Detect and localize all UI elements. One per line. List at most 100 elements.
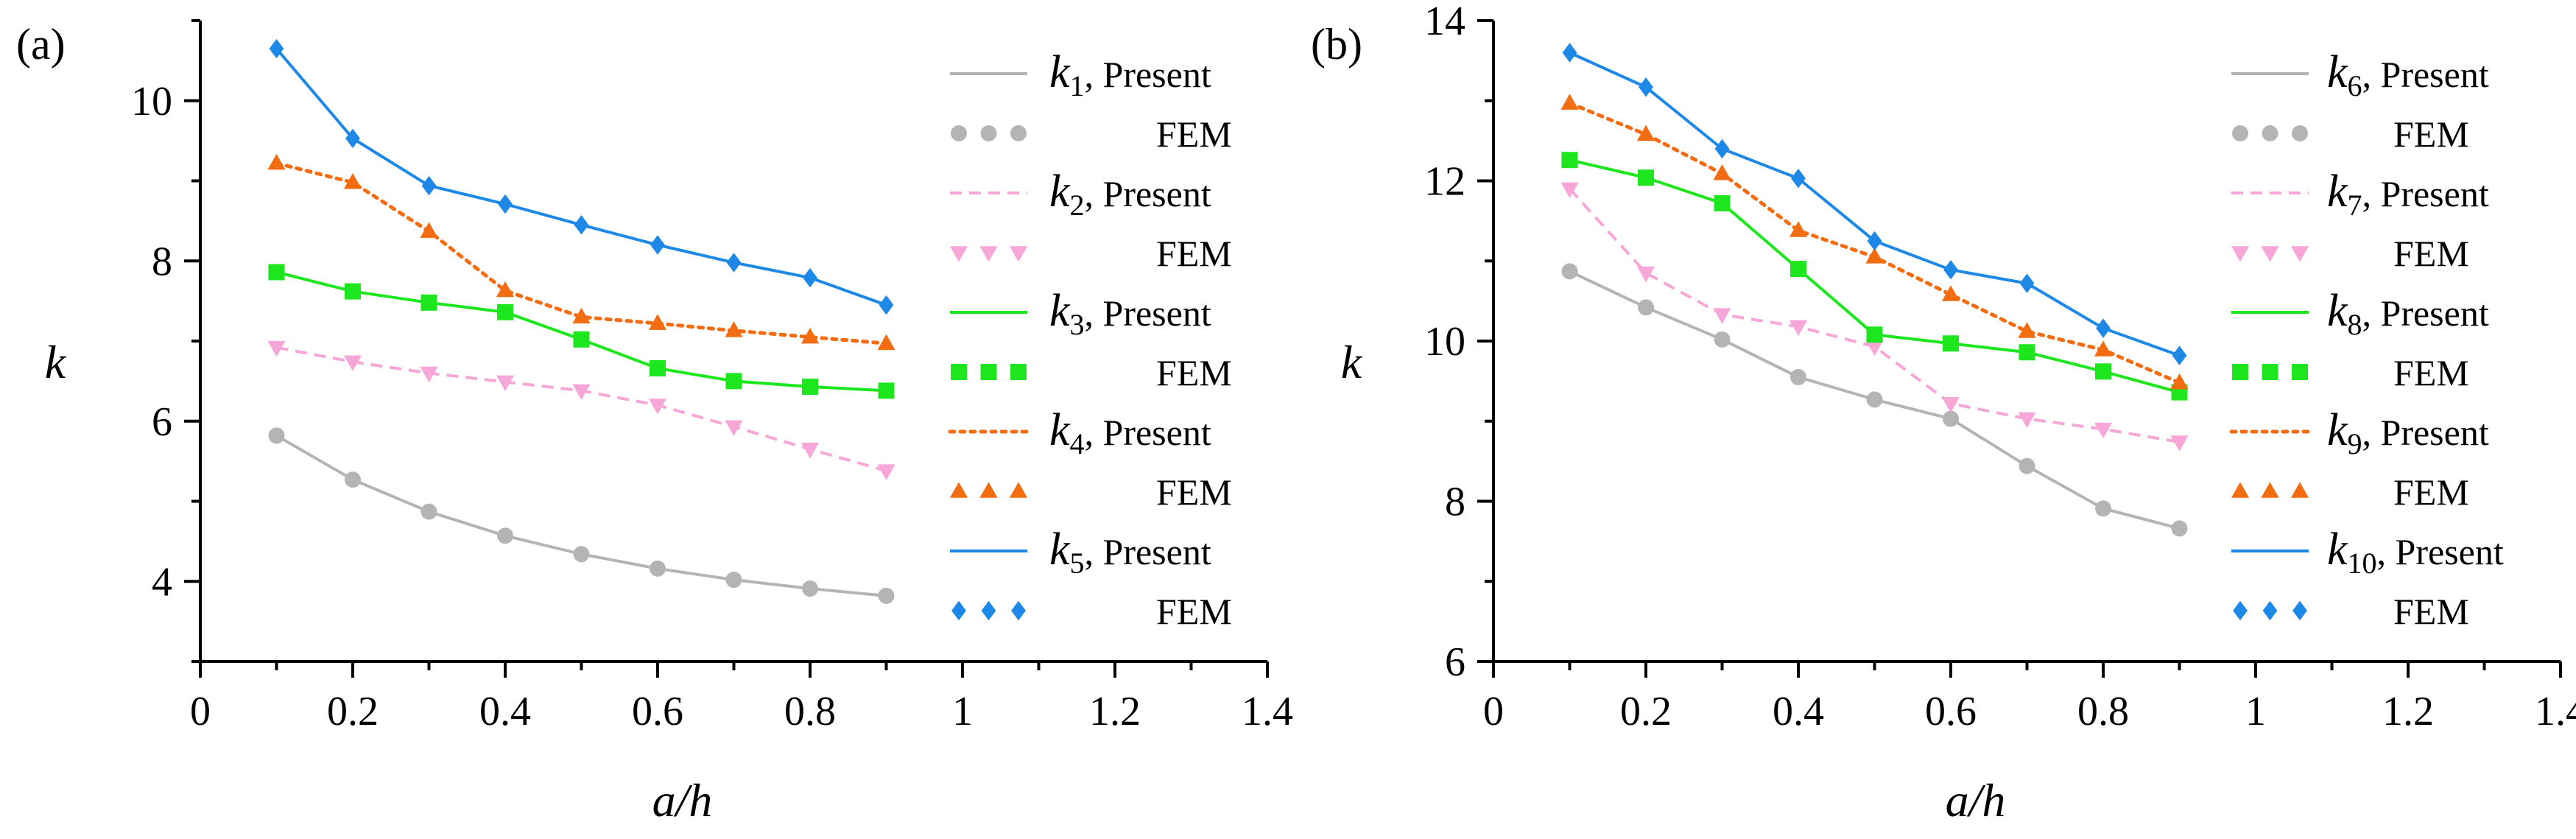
legend-marker-k5 (1011, 600, 1026, 621)
data-point-k7 (1636, 266, 1655, 283)
data-point-k2 (648, 399, 667, 415)
data-point-k3 (878, 382, 895, 399)
data-point-k10 (1791, 169, 1806, 189)
data-point-k9 (2094, 340, 2113, 357)
data-point-k3 (802, 378, 818, 395)
series-line-k10 (1569, 51, 2181, 357)
data-point-k6 (2019, 457, 2035, 474)
data-point-k4 (267, 153, 286, 170)
legend-fem-label-k9: FEM (2393, 471, 2469, 513)
data-point-k2 (496, 375, 515, 392)
data-point-k10 (2172, 345, 2187, 365)
data-point-k6 (1714, 331, 1731, 348)
data-point-k8 (1638, 169, 1654, 186)
series-line-k1 (275, 434, 887, 597)
data-point-k1 (497, 527, 513, 544)
data-point-k2 (725, 420, 743, 437)
data-point-k3 (573, 331, 590, 348)
data-point-k7 (1560, 182, 1579, 199)
data-point-k5 (650, 235, 665, 255)
data-point-k5 (879, 295, 894, 315)
legend-marker-k7 (2290, 246, 2309, 262)
legend-fem-label-k7: FEM (2393, 233, 2469, 274)
x-tick-label: 0.4 (1773, 689, 1824, 734)
series-k7 (1560, 182, 2189, 452)
legend-marker-k4 (949, 482, 968, 498)
data-point-k2 (800, 443, 820, 459)
series-k9 (1560, 94, 2189, 390)
y-tick-label: 10 (1424, 319, 1465, 365)
legend-marker-k9 (2261, 482, 2279, 498)
x-tick-label: 0.6 (1925, 689, 1977, 734)
legend-marker-k2 (949, 246, 968, 262)
data-point-k9 (1560, 94, 1579, 110)
chart-panel-a: 0 0.2 0.4 0.6 0.8 1 1.2 1.4 4 6 8 10 a/h k (a) k1, Pres… (16, 19, 1293, 826)
x-axis-title: a/h (1946, 774, 2006, 826)
data-point-k3 (420, 294, 437, 311)
data-point-k6 (1943, 410, 1959, 427)
data-point-k10 (1867, 231, 1882, 251)
legend-marker-k7 (2231, 246, 2250, 262)
legend-marker-k10 (2292, 600, 2307, 621)
data-point-k4 (877, 334, 895, 351)
series-k3 (268, 264, 895, 399)
data-point-k4 (343, 173, 362, 189)
panel-label: (a) (16, 20, 66, 69)
data-point-k8 (1561, 152, 1578, 169)
panel-label: (b) (1311, 20, 1362, 69)
series-k2 (267, 340, 895, 480)
data-point-k6 (2095, 500, 2111, 517)
data-point-k9 (1865, 248, 1884, 264)
data-point-k8 (1943, 335, 1959, 352)
data-point-k8 (1866, 326, 1883, 343)
data-point-k2 (343, 355, 362, 371)
data-point-k7 (2094, 422, 2113, 439)
x-tick-label: 0.8 (2077, 689, 2129, 734)
data-point-k4 (648, 314, 667, 330)
legend-marker-k5 (951, 600, 966, 621)
data-point-k9 (1636, 124, 1655, 141)
y-tick-label: 8 (152, 239, 172, 284)
data-point-k5 (803, 267, 817, 288)
data-point-k5 (498, 194, 513, 214)
legend-label-k6: k6, Present (2327, 47, 2489, 102)
y-tick-label: 8 (1445, 480, 1465, 525)
data-point-k4 (420, 222, 438, 238)
y-tick-label: 6 (152, 399, 172, 445)
series-line-k2 (276, 345, 887, 473)
x-tick-label: 1.2 (1089, 689, 1141, 734)
data-point-k9 (1941, 285, 1960, 301)
data-point-k3 (725, 373, 742, 390)
legend-label-k8: k8, Present (2327, 286, 2489, 341)
legend-label-k4: k4, Present (1049, 405, 1211, 460)
data-point-k1 (345, 471, 361, 488)
legend-fem-label-k3: FEM (1156, 352, 1232, 393)
legend-marker-k1 (951, 125, 967, 141)
data-point-k5 (269, 38, 284, 59)
series-k1 (268, 427, 895, 604)
legend-entry-k2: k2, Present FEM (949, 166, 1232, 274)
legend-fem-label-k8: FEM (2393, 352, 2469, 393)
data-point-k6 (1866, 391, 1883, 408)
data-point-k1 (420, 503, 437, 520)
data-point-k3 (497, 303, 513, 320)
data-point-k2 (267, 340, 286, 357)
data-point-k4 (725, 321, 743, 337)
data-point-k2 (877, 464, 895, 480)
legend-label-k1: k1, Present (1049, 47, 1211, 102)
legend-entry-k1: k1, Present FEM (950, 47, 1232, 155)
data-point-k7 (1941, 397, 1960, 413)
data-point-k2 (572, 384, 591, 401)
data-point-k1 (725, 572, 742, 589)
x-tick-label: 1.4 (2535, 689, 2576, 734)
legend-marker-k8 (2292, 364, 2308, 380)
legend-fem-label-k2: FEM (1156, 233, 1232, 274)
data-point-k6 (1638, 299, 1654, 316)
legend-marker-k4 (979, 482, 998, 498)
data-point-k10 (1943, 260, 1958, 280)
data-point-k1 (650, 560, 666, 577)
x-tick-label: 1.4 (1242, 689, 1293, 734)
series-k8 (1561, 152, 2188, 401)
legend-entry-k6: k6, Present FEM (2231, 47, 2489, 155)
